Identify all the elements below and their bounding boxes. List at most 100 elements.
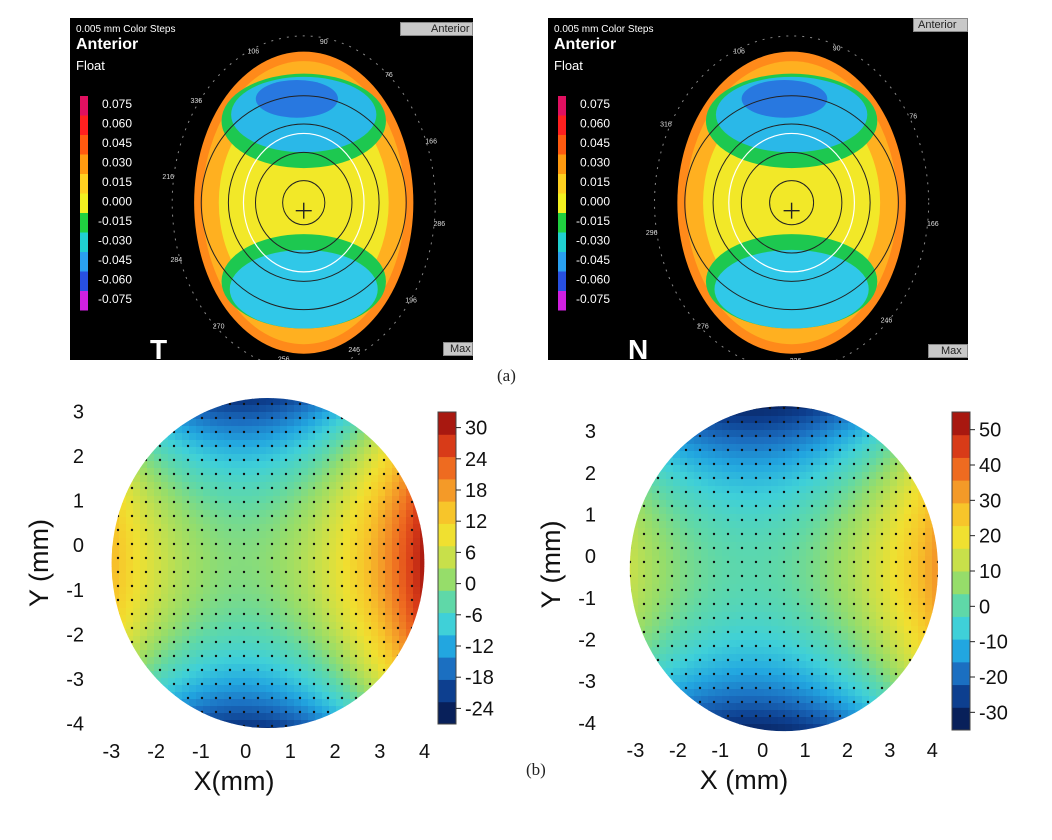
contour-cell	[806, 605, 814, 613]
contour-cell	[287, 552, 295, 560]
contour-cell	[659, 696, 667, 704]
contour-cell	[175, 496, 183, 504]
contour-cell	[329, 510, 337, 518]
contour-cell	[617, 549, 625, 557]
max-button[interactable]: Max	[928, 344, 968, 358]
contour-cell	[308, 685, 316, 693]
contour-cell	[666, 633, 674, 641]
sample-dot	[313, 599, 315, 601]
contour-cell	[126, 643, 134, 651]
contour-cell	[722, 521, 730, 529]
sample-dot	[145, 543, 147, 545]
sample-dot	[355, 613, 357, 615]
contour-cell	[182, 713, 190, 721]
contour-cell	[827, 647, 835, 655]
contour-cell	[743, 584, 751, 592]
contour-cell	[743, 563, 751, 571]
sample-dot	[173, 571, 175, 573]
contour-cell	[729, 535, 737, 543]
contour-cell	[848, 661, 856, 669]
contour-cell	[392, 615, 400, 623]
contour-cell	[413, 426, 421, 434]
contour-cell	[757, 535, 765, 543]
contour-cell	[189, 447, 197, 455]
sample-dot	[383, 473, 385, 475]
contour-cell	[378, 517, 386, 525]
surface-label: Anterior	[76, 36, 138, 54]
contour-cell	[371, 496, 379, 504]
contour-cell	[371, 426, 379, 434]
contour-cell	[750, 479, 758, 487]
contour-cell	[785, 598, 793, 606]
anterior-button[interactable]: Anterior	[400, 22, 473, 36]
contour-cell	[399, 706, 407, 714]
contour-cell	[764, 689, 772, 697]
sample-dot	[103, 459, 105, 461]
sample-dot	[229, 641, 231, 643]
sample-dot	[341, 529, 343, 531]
contour-cell	[154, 447, 162, 455]
contour-cell	[406, 587, 414, 595]
contour-cell	[203, 412, 211, 420]
contour-cell	[624, 654, 632, 662]
contour-cell	[701, 444, 709, 452]
contour-cell	[743, 654, 751, 662]
contour-cell	[673, 507, 681, 515]
contour-cell	[294, 517, 302, 525]
topo-angle-label: 90	[833, 45, 841, 52]
sample-dot	[397, 655, 399, 657]
contour-cell	[343, 587, 351, 595]
contour-cell	[217, 510, 225, 518]
contour-cell	[119, 566, 127, 574]
contour-cell	[119, 454, 127, 462]
contour-cell	[883, 591, 891, 599]
contour-cell	[764, 423, 772, 431]
contour-cell	[161, 615, 169, 623]
contour-cell	[280, 587, 288, 595]
contour-cell	[168, 629, 176, 637]
contour-cell	[610, 500, 618, 508]
max-button[interactable]: Max	[443, 342, 473, 356]
contour-cell	[399, 573, 407, 581]
contour-cell	[645, 535, 653, 543]
contour-cell	[617, 451, 625, 459]
contour-cell	[708, 633, 716, 641]
sample-dot	[215, 711, 217, 713]
anterior-button[interactable]: Anterior	[913, 18, 968, 32]
contour-cell	[350, 601, 358, 609]
contour-cell	[834, 493, 842, 501]
contour-cell	[792, 479, 800, 487]
contour-cell	[729, 563, 737, 571]
contour-cell	[841, 507, 849, 515]
contour-cell	[771, 493, 779, 501]
contour-cell	[343, 489, 351, 497]
sample-dot	[411, 697, 413, 699]
contour-cell	[273, 608, 281, 616]
contour-cell	[785, 465, 793, 473]
contour-cell	[820, 535, 828, 543]
contour-cell	[217, 475, 225, 483]
contour-cell	[680, 633, 688, 641]
contour-cell	[659, 507, 667, 515]
contour-cell	[645, 577, 653, 585]
contour-cell	[189, 482, 197, 490]
sample-dot	[327, 445, 329, 447]
contour-cell	[406, 545, 414, 553]
contour-cell	[385, 559, 393, 567]
contour-cell	[722, 703, 730, 711]
contour-cell	[385, 587, 393, 595]
contour-cell	[827, 549, 835, 557]
contour-cell	[273, 643, 281, 651]
contour-cell	[175, 706, 183, 714]
contour-cell	[645, 619, 653, 627]
contour-cell	[371, 650, 379, 658]
contour-cell	[673, 668, 681, 676]
contour-cell	[673, 717, 681, 725]
contour-cell	[420, 622, 428, 630]
sample-dot	[243, 529, 245, 531]
sample-dot	[285, 627, 287, 629]
contour-cell	[308, 398, 316, 406]
contour-cell	[392, 426, 400, 434]
contour-cell	[357, 657, 365, 665]
contour-cell	[659, 647, 667, 655]
